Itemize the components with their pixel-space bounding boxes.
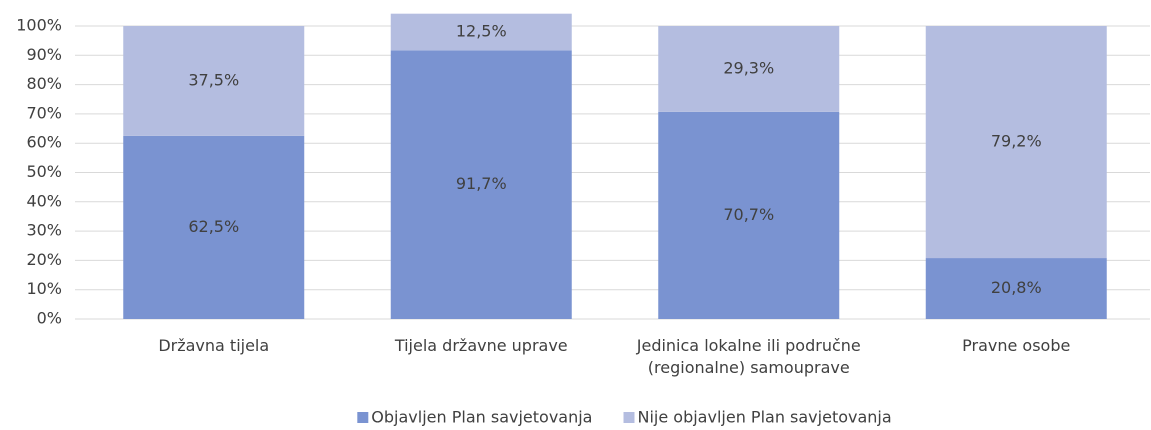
data-label: 20,8% [991,278,1042,297]
y-tick-label: 0% [37,309,62,328]
data-label: 62,5% [188,217,239,236]
x-tick-label: Državna tijela [158,336,270,355]
x-tick-label: Pravne osobe [962,336,1071,355]
bar-segment [123,135,305,319]
y-tick-label: 100% [16,16,62,35]
y-tick-label: 60% [26,133,62,152]
x-tick-label: Tijela državne uprave [394,336,568,355]
data-label: 37,5% [188,70,239,89]
legend-swatch [357,412,369,423]
y-tick-label: 10% [26,279,62,298]
bar-segment [658,26,840,112]
legend-label: Objavljen Plan savjetovanja [371,408,592,427]
bar-segment [390,13,572,51]
x-tick-label: Jedinica lokalne ili područne (regionaln… [636,336,861,377]
y-tick-label: 90% [26,45,62,64]
bar-segment [925,258,1107,319]
data-label: 29,3% [723,58,774,77]
bar-segment [658,111,840,319]
y-tick-label: 40% [26,191,62,210]
data-label: 70,7% [723,205,774,224]
data-label: 79,2% [991,132,1042,151]
y-tick-label: 50% [26,162,62,181]
y-tick-label: 20% [26,250,62,269]
y-tick-label: 30% [26,221,62,240]
data-label: 91,7% [456,174,507,193]
bar-segment [390,50,572,319]
legend-label: Nije objavljen Plan savjetovanja [638,408,892,427]
y-tick-label: 80% [26,74,62,93]
y-tick-label: 70% [26,103,62,122]
data-label: 12,5% [456,22,507,41]
bar-segment [123,26,305,136]
bar-segment [925,26,1107,259]
legend-swatch [623,412,635,423]
